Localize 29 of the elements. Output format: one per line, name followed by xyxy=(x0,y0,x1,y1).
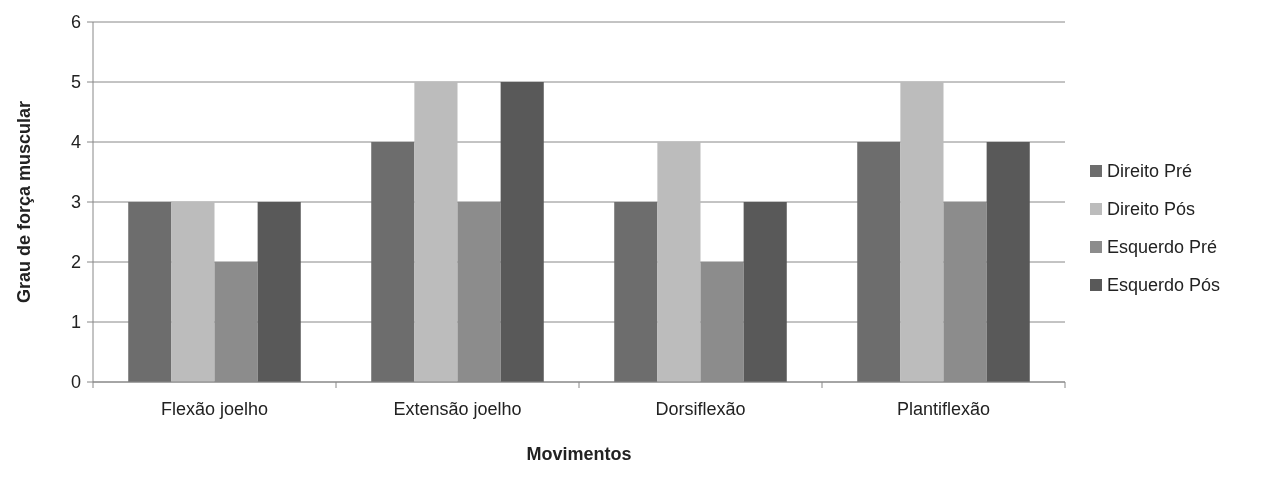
x-tick-label: Flexão joelho xyxy=(160,399,269,419)
y-tick-label: 2 xyxy=(70,252,81,273)
x-tick-label: Dorsiflexão xyxy=(655,399,746,419)
y-tick-label: 1 xyxy=(70,312,81,333)
bar xyxy=(743,202,787,382)
bar xyxy=(128,202,172,382)
bar xyxy=(857,142,901,382)
y-tick-label: 3 xyxy=(70,192,81,213)
bar xyxy=(657,142,701,382)
y-axis-title: Grau de força muscular xyxy=(14,100,34,304)
bar xyxy=(986,142,1030,382)
bar xyxy=(171,202,215,382)
x-tick-label: Extensão joelho xyxy=(393,399,522,419)
bar xyxy=(900,82,944,382)
bar xyxy=(500,82,544,382)
y-tick-label: 0 xyxy=(70,372,81,393)
bar xyxy=(414,82,458,382)
legend-label: Direito Pré xyxy=(1107,161,1193,182)
y-tick-label: 4 xyxy=(70,132,81,153)
bar xyxy=(257,202,301,382)
y-tick-label: 5 xyxy=(70,72,81,93)
legend-label: Direito Pós xyxy=(1107,199,1196,220)
x-axis-title: Movimentos xyxy=(526,444,632,464)
legend-label: Esquerdo Pré xyxy=(1107,237,1218,258)
y-tick-label: 6 xyxy=(70,12,81,33)
x-tick-label: Plantiflexão xyxy=(896,399,991,419)
legend-label: Esquerdo Pós xyxy=(1107,275,1221,296)
bar xyxy=(614,202,658,382)
bar xyxy=(371,142,415,382)
